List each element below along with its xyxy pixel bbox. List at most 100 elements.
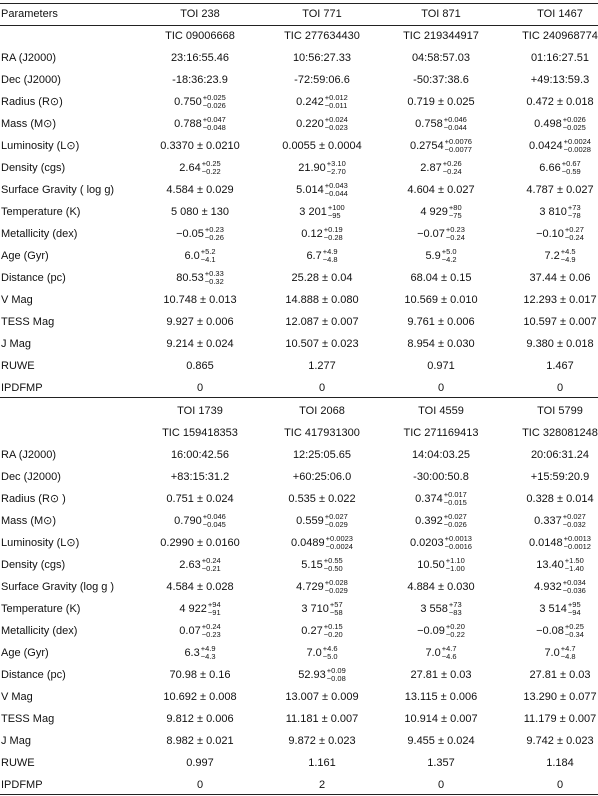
parameter-label: Temperature (K)	[1, 206, 81, 218]
value-cell: 7.0 +4.7 −4.6	[382, 642, 500, 664]
parameter-label: Dec (J2000)	[1, 471, 61, 483]
value: 2.63	[179, 559, 201, 572]
value: 1.357	[427, 757, 455, 770]
parameter-label: J Mag	[1, 735, 31, 747]
lower-error: −91	[207, 608, 221, 618]
value: 7.0	[544, 647, 560, 660]
value-cell: 0.0055 ± 0.0004	[262, 135, 382, 157]
asym-error: +80 −75	[449, 204, 462, 220]
value-cell: 5.15 +0.55 −0.50	[262, 554, 382, 576]
lower-error: −0.044	[443, 123, 467, 133]
value-cell: 16:00:42.56	[140, 444, 260, 466]
table-row: Radius (R⊙) 0.750 +0.025 −0.026 0.242 +0.012−…	[0, 91, 598, 113]
value-cell: 6.7 +4.9 −4.8	[262, 245, 382, 267]
value-cell: 3 514 +95 −94	[500, 598, 598, 620]
parameter-label: Temperature (K)	[1, 603, 81, 615]
value: 68.04 ± 0.15	[410, 272, 472, 285]
asym-error: +0.09 −0.08	[327, 667, 346, 683]
lower-error: −4.1	[200, 255, 216, 265]
value: −0.07	[417, 228, 445, 241]
asym-error: +0.027 −0.029	[325, 513, 348, 529]
tic-id: TIC 219344917	[403, 30, 479, 42]
value-cell: 11.181 ± 0.007	[262, 708, 382, 730]
table-row: IPDFMP 0 0 0 0	[0, 377, 598, 399]
value: −0.09	[417, 625, 445, 638]
upper-error: +0.19	[323, 225, 343, 235]
value: 0	[437, 382, 445, 395]
upper-error: +0.034	[562, 578, 586, 588]
upper-error: +3.10	[326, 159, 346, 169]
value: 13.290 ± 0.077	[523, 691, 597, 704]
value-cell: 12:25:05.65	[262, 444, 382, 466]
table-row: Density (cgs) 2.63 +0.24 −0.21 5.15 +0.55 −0.5…	[0, 554, 598, 576]
asym-error: +0.67 −0.59	[562, 160, 581, 176]
value: 12.293 ± 0.017	[523, 294, 597, 307]
value-cell: 3 558 +73 −83	[382, 598, 500, 620]
table-row: Age (Gyr) 6.0 +5.2 −4.1 6.7 +4.9 −4.8 5.9 +5.0 −4…	[0, 245, 598, 267]
parameter-label: Density (cgs)	[1, 162, 66, 174]
value: 0.2754	[410, 140, 444, 153]
value-cell: 9.761 ± 0.006	[382, 311, 500, 333]
value-cell: 0.719 ± 0.025	[382, 91, 500, 113]
value-cell: 21.90 +3.10 −2.70	[262, 157, 382, 179]
value-cell: 27.81 ± 0.03	[500, 664, 598, 686]
value-cell: 6.66 +0.67 −0.59	[500, 157, 598, 179]
value: 10.914 ± 0.007	[404, 713, 478, 726]
upper-error: +0.027	[443, 512, 467, 522]
asym-error: +0.024 −0.023	[325, 116, 348, 132]
upper-error: +94	[207, 600, 221, 610]
asym-error: +0.23 −0.26	[205, 226, 224, 242]
value-cell: 1.467	[500, 355, 598, 377]
lower-error: −4.8	[322, 255, 338, 265]
upper-error: +0.09	[326, 666, 346, 676]
value-cell: 0.337 +0.027 −0.032	[500, 510, 598, 532]
value: 4.729	[296, 581, 324, 594]
value-cell: 13.40 +1.50 −1.40	[500, 554, 598, 576]
lower-error: −4.6	[441, 652, 457, 662]
upper-error: +0.27	[564, 225, 584, 235]
value-cell: 0.07 +0.24 −0.23	[140, 620, 260, 642]
value-cell: 4.584 ± 0.028	[140, 576, 260, 598]
parameter-label: Metallicity (dex)	[1, 228, 78, 240]
upper-error: +95	[567, 600, 581, 610]
value: 0.07	[179, 625, 201, 638]
value: 0.719 ± 0.025	[407, 96, 475, 109]
value: 11.181 ± 0.007	[285, 713, 359, 726]
value-cell: 10.569 ± 0.010	[382, 289, 500, 311]
value-cell: 80.53 +0.33 −0.32	[140, 267, 260, 289]
value: 5 080 ± 130	[170, 206, 230, 219]
value: 01:16:27.51	[530, 52, 590, 65]
value-cell: 10.914 ± 0.007	[382, 708, 500, 730]
value: 7.0	[425, 647, 441, 660]
value-cell: 0.374 +0.017 −0.015	[382, 488, 500, 510]
upper-error: +0.0013	[563, 534, 591, 544]
upper-error: +0.012	[324, 93, 348, 103]
value-cell: 5.9 +5.0 −4.2	[382, 245, 500, 267]
lower-error: −0.24	[564, 233, 584, 243]
asym-error: +57 −58	[330, 601, 343, 617]
upper-error: +0.046	[443, 115, 467, 125]
table-row: RA (J2000) 16:00:42.56 12:25:05.65 14:04:03…	[0, 444, 598, 466]
table-row: Luminosity (L⊙) 0.2990 ± 0.0160 0.0489 +0.0…	[0, 532, 598, 554]
value: 14.888 ± 0.080	[285, 294, 359, 307]
value-cell: 14.888 ± 0.080	[262, 289, 382, 311]
table-row: RUWE 0.865 1.277 0.971 1.467	[0, 355, 598, 377]
upper-error: +0.0013	[444, 534, 472, 544]
section-rule	[0, 397, 598, 398]
upper-error: +4.7	[560, 644, 576, 654]
column-header: TOI 5799	[537, 405, 583, 417]
value-cell: −0.09 +0.20 −0.22	[382, 620, 500, 642]
asym-error: +4.5 −4.9	[561, 248, 576, 264]
table-row: TESS Mag 9.927 ± 0.006 12.087 ± 0.007 9.761…	[0, 311, 598, 333]
value: 0	[318, 382, 326, 395]
parameter-label: Mass (M⊙)	[1, 515, 57, 527]
value-cell: 4.729 +0.028 −0.029	[262, 576, 382, 598]
value-cell: 0.392 +0.027 −0.026	[382, 510, 500, 532]
asym-error: +4.7 −4.8	[561, 645, 576, 661]
asym-error: +0.24 −0.23	[202, 623, 221, 639]
value: 0.971	[427, 360, 455, 373]
asym-error: +0.0024 −0.0028	[564, 138, 591, 154]
lower-error: −0.20	[323, 630, 343, 640]
asym-error: +4.9 −4.8	[323, 248, 338, 264]
table-row: Age (Gyr) 6.3 +4.9 −4.3 7.0 +4.6 −5.0 7.0 +4.7 −4…	[0, 642, 598, 664]
